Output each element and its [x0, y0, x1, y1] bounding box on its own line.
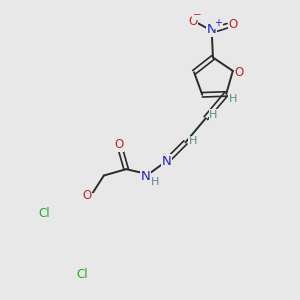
Text: H: H	[209, 110, 218, 120]
Text: H: H	[228, 94, 237, 104]
Text: O: O	[235, 66, 244, 79]
Text: N: N	[141, 170, 151, 183]
Text: N: N	[207, 23, 217, 36]
Text: H: H	[189, 136, 197, 146]
Text: +: +	[214, 18, 222, 28]
Text: O: O	[115, 138, 124, 152]
Text: O: O	[83, 189, 92, 202]
Text: Cl: Cl	[76, 268, 88, 281]
Text: O: O	[228, 18, 237, 31]
Text: −: −	[193, 10, 201, 20]
Text: N: N	[161, 155, 171, 168]
Text: Cl: Cl	[38, 207, 50, 220]
Text: O: O	[189, 15, 198, 28]
Text: H: H	[151, 177, 159, 187]
